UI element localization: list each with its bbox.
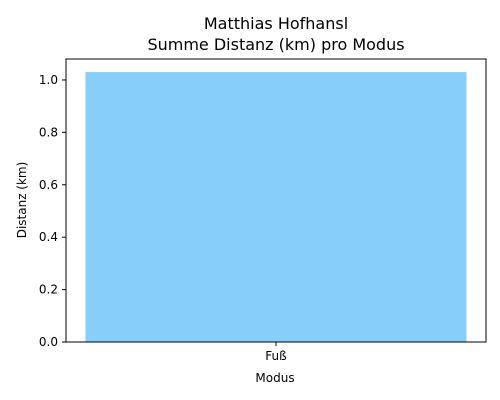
y-tick-label-4: 0.8: [39, 125, 58, 139]
bars-group: [85, 72, 467, 342]
y-axis-label: Distanz (km): [15, 162, 29, 239]
chart-subtitle: Summe Distanz (km) pro Modus: [147, 35, 404, 54]
chart-title: Matthias Hofhansl: [204, 14, 348, 33]
x-axis: Fuß: [265, 342, 287, 363]
y-axis: 0.0 0.2 0.4 0.6 0.8 1.0: [39, 73, 66, 349]
bar-0: [85, 72, 467, 342]
x-axis-label: Modus: [255, 371, 294, 385]
y-tick-label-5: 1.0: [39, 73, 58, 87]
y-tick-label-3: 0.6: [39, 178, 58, 192]
y-tick-label-0: 0.0: [39, 335, 58, 349]
y-tick-label-2: 0.4: [39, 230, 58, 244]
plot-frame: [65, 58, 487, 343]
x-tick-label-0: Fuß: [265, 349, 287, 363]
y-tick-label-1: 0.2: [39, 283, 58, 297]
